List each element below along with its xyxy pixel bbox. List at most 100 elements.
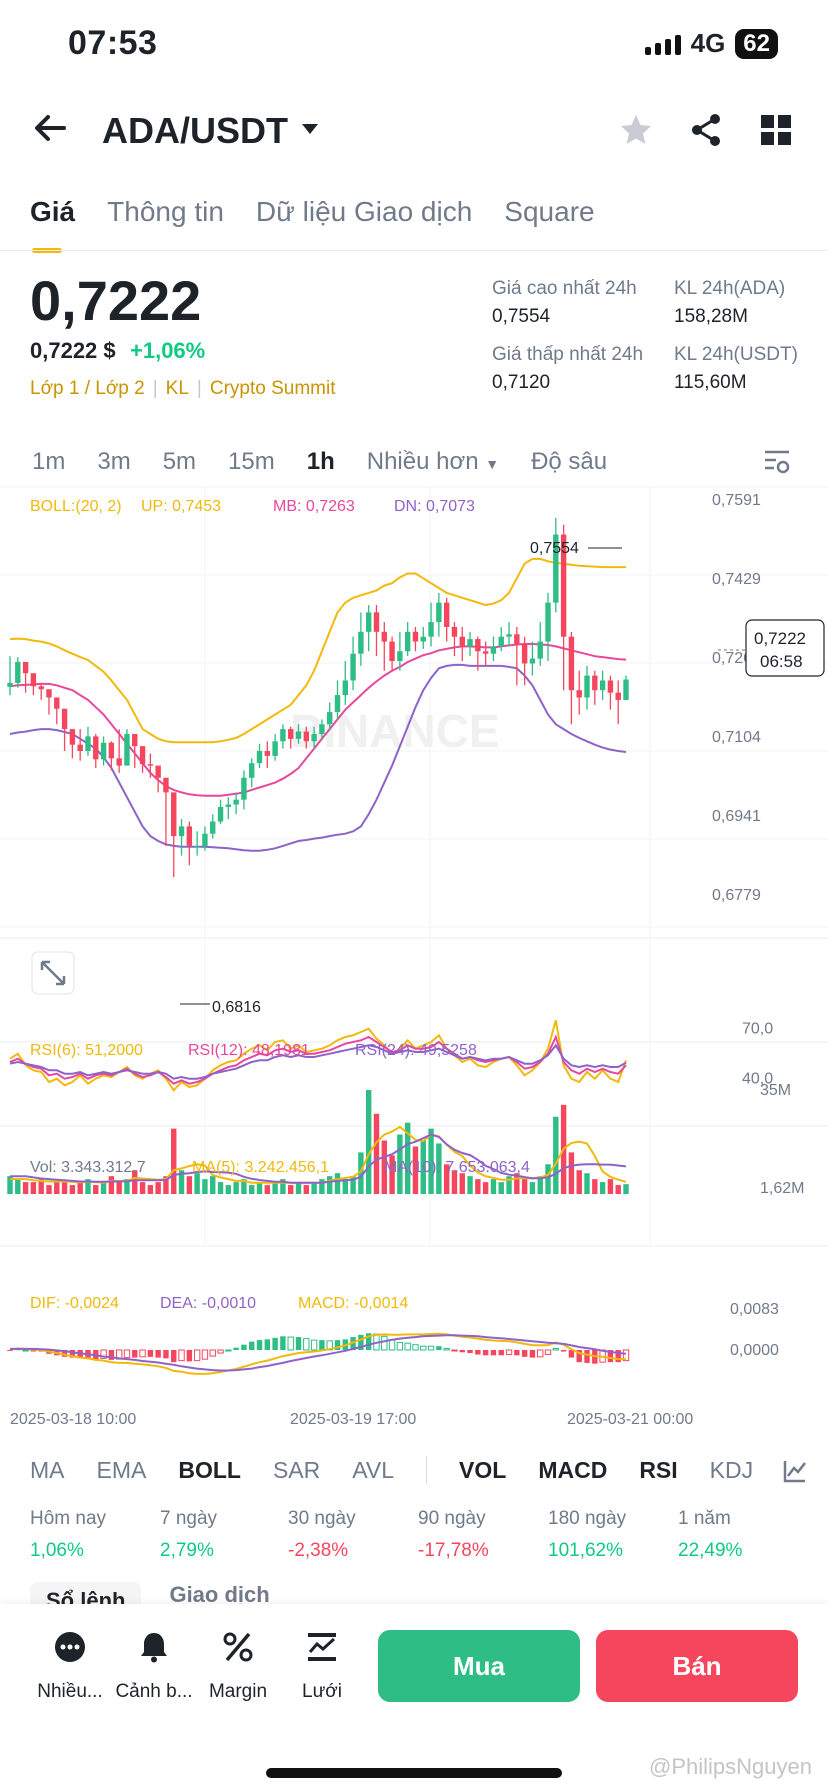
indicator-vol[interactable]: VOL <box>459 1456 507 1483</box>
grid-trading-button[interactable]: Lưới <box>282 1630 362 1703</box>
indicator-macd[interactable]: MACD <box>538 1456 608 1483</box>
candle-body <box>194 845 200 848</box>
tag-kl[interactable]: KL <box>165 378 189 399</box>
more-button[interactable]: Nhiều... <box>30 1630 110 1703</box>
candle-body <box>326 712 333 725</box>
macd-histogram-bar <box>319 1340 325 1350</box>
depth-tab[interactable]: Độ sâu <box>531 448 608 475</box>
alert-button[interactable]: Cảnh b... <box>114 1630 194 1703</box>
macd-histogram-bar <box>381 1335 388 1351</box>
indicator-sar[interactable]: SAR <box>272 1456 321 1483</box>
indicator-boll[interactable]: BOLL <box>178 1456 241 1483</box>
volume-bar <box>132 1170 138 1194</box>
vol-tick-label: 1,62M <box>760 1180 804 1197</box>
interval-more[interactable]: Nhiều hơn ▼ <box>367 448 499 476</box>
share-icon[interactable] <box>688 112 724 148</box>
indicator-tabs: MA EMA BOLL SAR AVL VOL MACD RSI KDJ <box>30 1456 753 1484</box>
macd-histogram-bar <box>287 1336 294 1351</box>
candle-body <box>77 744 83 752</box>
y-tick-label: 0,6941 <box>712 808 761 825</box>
tag-separator: | <box>196 378 202 399</box>
volume-bar <box>280 1179 286 1194</box>
interval-1h[interactable]: 1h <box>306 448 335 475</box>
interval-bar: 1m 3m 5m 15m 1h Nhiều hơn ▼ Độ sâu <box>32 448 607 476</box>
macd-histogram-bar <box>365 1333 372 1350</box>
pair-title[interactable]: ADA/USDT <box>102 110 288 151</box>
volume-bar <box>443 1164 450 1194</box>
vol-tick-label: 35M <box>760 1082 791 1099</box>
interval-3m[interactable]: 3m <box>97 448 131 475</box>
candle-body <box>467 639 473 647</box>
volume-bar <box>428 1128 434 1194</box>
interval-15m[interactable]: 15m <box>228 448 275 475</box>
indicator-ma[interactable]: MA <box>30 1456 65 1483</box>
candle-body <box>217 806 224 822</box>
volume-bar <box>482 1182 489 1194</box>
tab-trades[interactable]: Giao dịch <box>169 1582 270 1607</box>
indicator-rsi[interactable]: RSI <box>639 1456 678 1483</box>
candle-body <box>623 679 629 700</box>
candle-body <box>210 821 216 834</box>
home-indicator <box>266 1768 562 1778</box>
price-chart[interactable]: BINANCE 0,75910,74290,72660,71040,69410,… <box>0 486 828 1426</box>
macd-histogram-bar <box>256 1340 263 1350</box>
candle-body <box>38 686 44 690</box>
macd-panel <box>7 1332 630 1375</box>
grid-icon[interactable] <box>758 112 794 148</box>
x-tick-2: 2025-03-19 17:00 <box>290 1411 416 1426</box>
macd-histogram-bar <box>576 1350 582 1363</box>
macd-histogram-bar <box>505 1349 513 1356</box>
star-icon[interactable] <box>618 112 654 148</box>
volume-bar <box>15 1179 21 1194</box>
candle-body <box>241 777 247 800</box>
candle-body <box>358 631 364 654</box>
indicator-kdj[interactable]: KDJ <box>709 1456 754 1483</box>
interval-5m[interactable]: 5m <box>162 448 197 475</box>
volume-bar <box>303 1185 310 1194</box>
candle-body <box>116 758 122 766</box>
sell-button[interactable]: Bán <box>596 1630 798 1702</box>
margin-button[interactable]: Margin <box>198 1630 278 1703</box>
volume-bar <box>521 1179 528 1194</box>
candle-body <box>100 742 107 760</box>
buy-button[interactable]: Mua <box>378 1630 580 1702</box>
candle-body <box>225 804 232 807</box>
author-watermark: @PhilipsNguyen <box>649 1754 812 1779</box>
chevron-down-icon[interactable] <box>302 124 318 134</box>
volume-bar <box>576 1170 582 1194</box>
indicator-settings-icon[interactable] <box>782 1458 808 1484</box>
tab-info[interactable]: Thông tin <box>107 196 224 227</box>
interval-1m[interactable]: 1m <box>32 448 66 475</box>
macd-histogram-bar <box>123 1349 131 1359</box>
macd-histogram-bar <box>272 1337 278 1350</box>
candle-body <box>451 626 458 637</box>
perf-value: 2,79% <box>160 1540 214 1561</box>
volume-bar <box>623 1184 629 1194</box>
tab-trading-data[interactable]: Dữ liệu Giao dịch <box>255 196 473 227</box>
volume-bar <box>61 1182 68 1194</box>
current-price-label: 0,7222 <box>754 629 806 648</box>
tab-square[interactable]: Square <box>504 196 595 227</box>
volume-bar <box>436 1143 442 1194</box>
chart-settings-icon[interactable] <box>762 448 792 476</box>
perf-value: -17,78% <box>418 1540 489 1561</box>
back-arrow-icon[interactable] <box>30 108 70 148</box>
indicator-ema[interactable]: EMA <box>96 1456 147 1483</box>
tab-price[interactable]: Giá <box>30 196 76 253</box>
volume-bar <box>592 1179 598 1194</box>
tag-layer[interactable]: Lớp 1 / Lớp 2 <box>30 378 145 399</box>
volume-bar <box>381 1140 387 1194</box>
boll-legend-mb: MB: 0,7263 <box>273 498 355 515</box>
tag-crypto-summit[interactable]: Crypto Summit <box>209 378 336 399</box>
grid-trading-label: Lưới <box>302 1681 342 1702</box>
bell-icon <box>141 1633 167 1663</box>
macd-histogram-bar <box>217 1349 224 1354</box>
macd-histogram-bar <box>241 1344 247 1350</box>
candle-body <box>420 636 426 642</box>
low-24h-label: Giá thấp nhất 24h <box>492 344 644 365</box>
volume-bar <box>506 1176 512 1194</box>
perf-30d: 30 ngày -2,38% <box>288 1508 356 1562</box>
indicator-avl[interactable]: AVL <box>352 1456 395 1483</box>
boll-lower-line <box>9 663 627 852</box>
interval-more-label: Nhiều hơn <box>366 448 479 475</box>
